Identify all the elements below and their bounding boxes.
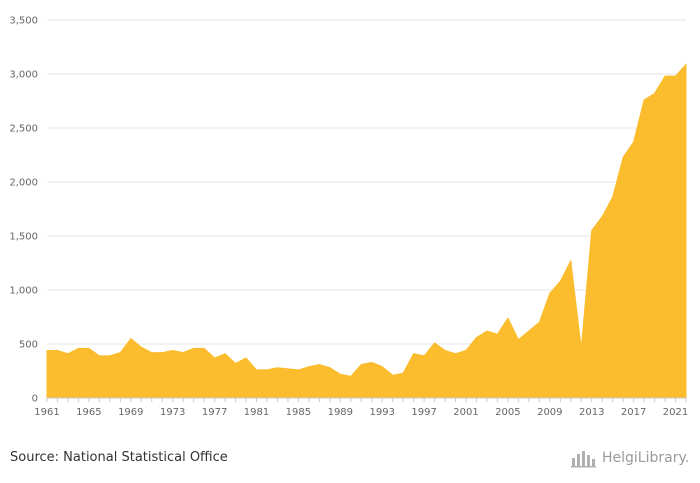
y-tick-label: 1,000 (9, 286, 38, 297)
x-tick-label: 1985 (286, 407, 311, 418)
x-tick-label: 1969 (118, 407, 143, 418)
y-tick-label: 3,000 (9, 70, 38, 81)
x-tick-label: 2005 (495, 407, 520, 418)
x-tick-label: 2013 (579, 407, 604, 418)
helgi-library-logo: HelgiLibrary. (570, 448, 689, 468)
x-tick-label: 1981 (244, 407, 269, 418)
x-tick-label: 1989 (328, 407, 353, 418)
y-tick-label: 500 (19, 340, 38, 351)
x-tick-label: 1993 (369, 407, 394, 418)
x-tick-label: 1973 (160, 407, 185, 418)
chart-gridlines (47, 19, 686, 345)
x-tick-label: 1961 (34, 407, 59, 418)
y-tick-label: 3,500 (9, 16, 38, 27)
y-tick-label: 0 (32, 394, 38, 405)
chart-area-series (46, 62, 687, 399)
x-tick-label: 2021 (663, 407, 688, 418)
x-tick-label: 1997 (411, 407, 436, 418)
y-tick-label: 2,000 (9, 178, 38, 189)
helgi-library-logo-icon (571, 451, 596, 468)
y-tick-label: 1,500 (9, 232, 38, 243)
x-tick-label: 1965 (76, 407, 101, 418)
area-series-fill (46, 62, 687, 399)
y-axis: 0 500 1,000 1,500 2,000 2,500 3,000 3,500 (9, 16, 38, 405)
x-tick-label: 2009 (537, 407, 562, 418)
x-tick-label: 1977 (202, 407, 227, 418)
x-tick-label: 2001 (453, 407, 478, 418)
y-tick-label: 2,500 (9, 124, 38, 135)
x-tick-label: 2017 (621, 407, 646, 418)
x-axis: 1961 1965 1969 1973 1977 1981 1985 1989 1993 1997… (34, 397, 688, 418)
helgi-library-logo-text: HelgiLibrary. (602, 450, 690, 466)
source-note: Source: National Statistical Office (10, 450, 228, 465)
